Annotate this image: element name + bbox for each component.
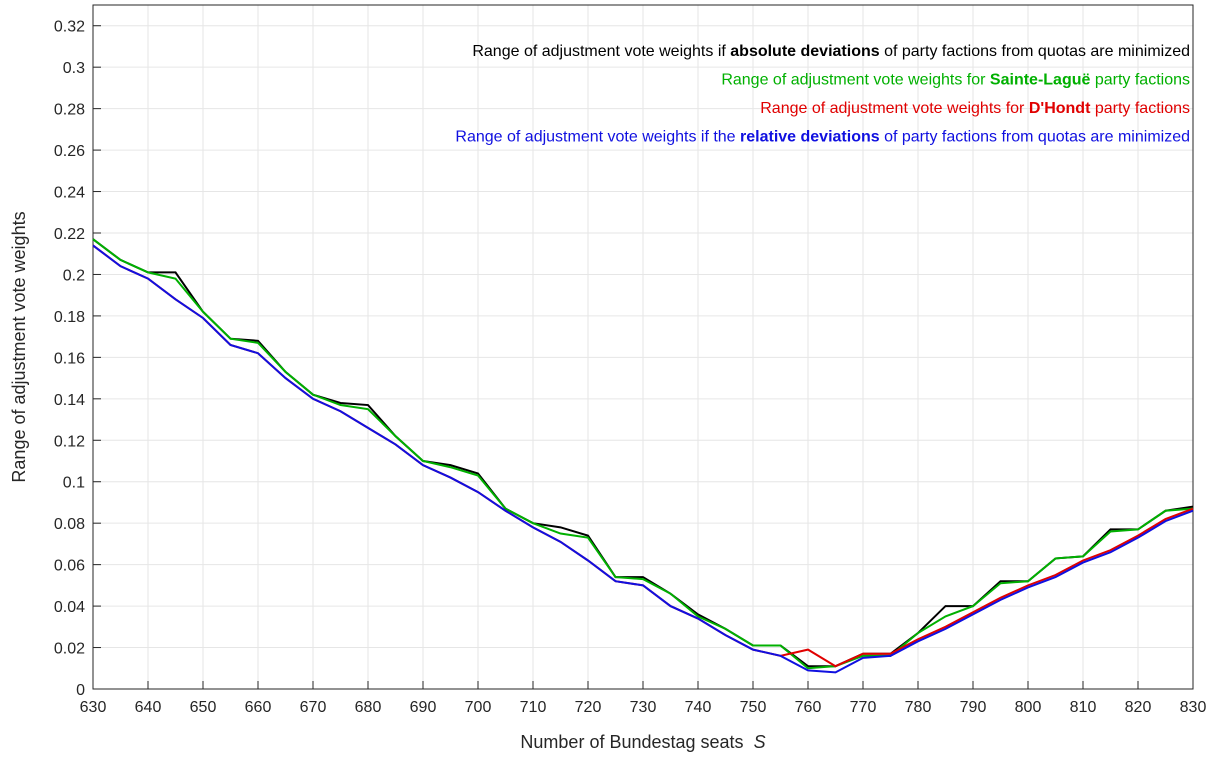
legend-text: Sainte-Laguë [990,72,1091,89]
legend-text: of party factions from quotas are minimi… [880,129,1190,146]
y-tick-label: 0 [76,682,85,699]
legend-text: relative deviations [740,129,880,146]
x-tick-label: 770 [850,699,877,716]
y-tick-label: 0.06 [54,558,85,575]
x-axis-label-part: S [754,732,766,752]
x-tick-label: 830 [1180,699,1207,716]
y-tick-label: 0.22 [54,226,85,243]
x-tick-label: 660 [245,699,272,716]
y-tick-label: 0.02 [54,641,85,658]
x-tick-label: 800 [1015,699,1042,716]
x-tick-label: 680 [355,699,382,716]
legend-text: absolute deviations [730,43,879,60]
x-tick-label: 650 [190,699,217,716]
y-tick-label: 0.1 [63,475,85,492]
y-tick-label: 0.04 [54,599,85,616]
y-tick-label: 0.2 [63,267,85,284]
series-line [92,238,1194,670]
x-tick-label: 730 [630,699,657,716]
x-tick-label: 710 [520,699,547,716]
x-tick-label: 670 [300,699,327,716]
axes-box [92,4,1194,690]
legend-text: Range of adjustment vote weights if the [455,129,740,146]
x-tick-label: 740 [685,699,712,716]
legend-entry: Range of adjustment vote weights for Sai… [721,72,1190,89]
x-axis-label-part: Number of Bundestag seats [520,732,753,752]
legend-text: D'Hondt [1029,100,1091,117]
x-tick-label: 720 [575,699,602,716]
legend-text: of party factions from quotas are minimi… [880,43,1190,60]
x-tick-label: 700 [465,699,492,716]
y-tick-label: 0.26 [54,143,85,160]
x-tick-label: 640 [135,699,162,716]
y-tick-label: 0.3 [63,60,85,77]
y-tick-label: 0.18 [54,309,85,326]
y-tick-label: 0.24 [54,185,85,202]
x-tick-label: 790 [960,699,987,716]
y-tick-label: 0.32 [54,19,85,36]
legend-text: Range of adjustment vote weights if [472,43,730,60]
x-axis-label: Number of Bundestag seats S [520,732,765,752]
y-tick-label: 0.14 [54,392,85,409]
x-tick-label: 810 [1070,699,1097,716]
x-tick-label: 820 [1125,699,1152,716]
series-line [92,244,1194,674]
x-tick-label: 690 [410,699,437,716]
legend-entry: Range of adjustment vote weights if the … [455,129,1190,146]
x-tick-label: 630 [80,699,107,716]
legend-entry: Range of adjustment vote weights if abso… [472,43,1190,60]
y-tick-label: 0.12 [54,433,85,450]
x-tick-label: 750 [740,699,767,716]
legend-text: party factions [1090,100,1190,117]
x-tick-label: 780 [905,699,932,716]
legend-text: party factions [1090,72,1190,89]
y-tick-label: 0.28 [54,102,85,119]
legend-text: Range of adjustment vote weights for [721,72,990,89]
legend-text: Range of adjustment vote weights for [760,100,1029,117]
y-axis-label: Range of adjustment vote weights [9,211,29,482]
legend-entry: Range of adjustment vote weights for D'H… [760,100,1190,117]
y-tick-label: 0.16 [54,350,85,367]
y-tick-label: 0.08 [54,516,85,533]
x-tick-label: 760 [795,699,822,716]
